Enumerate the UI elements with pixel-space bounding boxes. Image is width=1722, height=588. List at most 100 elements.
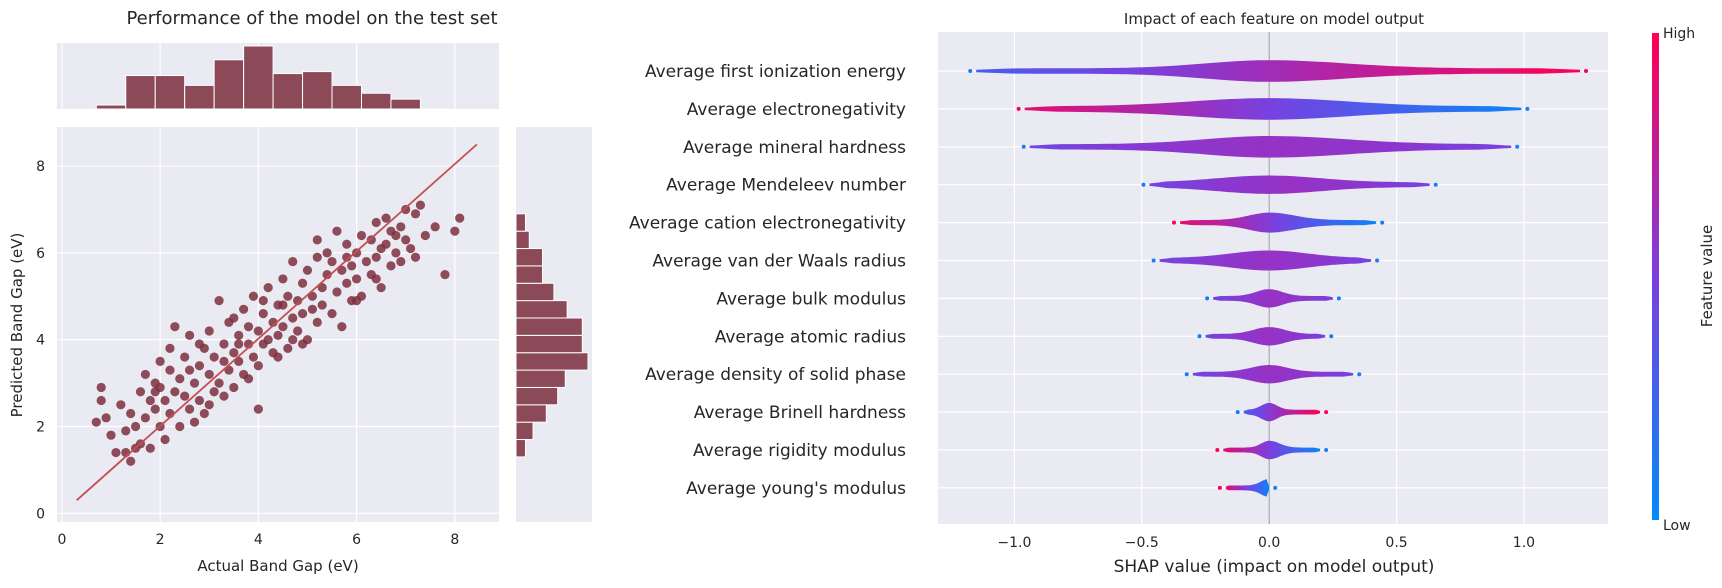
shap-x-tick-label: −0.5 (1125, 535, 1159, 551)
scatter-point (410, 209, 421, 219)
scatter-plot-area (57, 127, 499, 522)
scatter-point (239, 304, 249, 314)
shap-x-tick-label: 0.5 (1385, 535, 1407, 551)
scatter-point (175, 374, 185, 384)
shap-outlier-dot (1336, 296, 1341, 301)
top-histogram-bar (360, 92, 392, 110)
top-histogram-bar (272, 73, 304, 110)
top-histogram-bar (419, 108, 451, 111)
scatter-point (219, 339, 229, 349)
shap-feature-label: Average Brinell hardness (694, 403, 906, 423)
scatter-point (406, 243, 416, 254)
right-histogram-bar (515, 300, 568, 319)
shap-feature-label: Average young's modulus (686, 479, 906, 499)
shap-violin (976, 60, 1580, 82)
shap-outlier-dot (1151, 258, 1156, 263)
scatter-point (263, 283, 273, 293)
scatter-point (185, 365, 195, 375)
scatter-point (165, 365, 175, 375)
shap-feature-label: Average first ionization energy (645, 62, 906, 82)
scatter-point (204, 326, 214, 336)
top-histogram (95, 45, 451, 111)
scatter-point (317, 283, 327, 293)
shap-outlier-dot (1357, 372, 1362, 377)
scatter-point (199, 408, 209, 419)
shap-violin (1024, 98, 1522, 120)
fit-line-segment (76, 143, 478, 501)
scatter-point (185, 404, 195, 414)
shap-feature-label: Average Mendeleev number (666, 176, 906, 196)
top-histogram-bar (390, 98, 421, 110)
scatter-point (371, 217, 381, 228)
scatter-point (170, 322, 180, 332)
scatter-point (332, 287, 342, 297)
scatter-point (381, 239, 391, 249)
scatter-point (297, 278, 308, 288)
scatter-point (145, 395, 155, 406)
shap-violins (968, 60, 1588, 497)
right-histogram-bar (515, 352, 589, 371)
scatter-point (273, 352, 283, 362)
scatter-point (204, 369, 214, 380)
scatter-point (165, 343, 175, 353)
scatter-point (111, 447, 121, 458)
right-histogram-bar (515, 439, 526, 458)
scatter-point (307, 291, 317, 301)
scatter-x-tick-label: 0 (57, 532, 66, 548)
scatter-point (194, 395, 205, 406)
shap-x-tick-label: −1.0 (997, 535, 1031, 551)
scatter-point (145, 443, 155, 453)
scatter-point (229, 348, 239, 358)
shap-violin (1213, 289, 1333, 308)
scatter-point (194, 339, 205, 349)
scatter-point (180, 391, 190, 401)
scatter-point (332, 226, 342, 236)
right-histogram-bar (515, 369, 566, 388)
shap-feature-label: Average atomic radius (715, 327, 906, 347)
scatter-point (283, 291, 293, 301)
shap-outlier-dot (1205, 296, 1210, 301)
shap-feature-label: Average density of solid phase (645, 365, 906, 385)
shap-x-tick-label: 0.0 (1258, 535, 1280, 551)
scatter-point (243, 374, 254, 384)
scatter-point (401, 235, 411, 245)
shap-outlier-dot (1273, 485, 1278, 490)
top-histogram-bar (331, 84, 362, 110)
scatter-point (135, 387, 146, 397)
scatter-point (214, 378, 224, 388)
scatter-y-label: Predicted Band Gap (eV) (8, 233, 26, 418)
shap-x-ticks: −1.0 −0.5 0.0 0.5 1.0 (997, 535, 1535, 551)
scatter-point (312, 252, 322, 262)
scatter-point (391, 248, 401, 258)
scatter-x-tick-label: 4 (254, 532, 263, 548)
scatter-point (180, 352, 190, 362)
right-histogram-bar (515, 230, 530, 250)
colorbar-low-label: Low (1663, 518, 1691, 534)
scatter-point (371, 274, 381, 284)
shap-outlier-dot (1324, 448, 1329, 452)
scatter-y-ticks: 0 2 4 6 8 (36, 159, 45, 522)
scatter-point (351, 274, 362, 284)
scatter-point (376, 283, 386, 293)
scatter-point (175, 421, 185, 432)
scatter-y-tick-label: 6 (36, 246, 45, 262)
right-histogram-bar (515, 404, 547, 423)
scatter-x-tick-label: 8 (450, 532, 459, 548)
scatter-point (234, 330, 244, 340)
shap-feature-label: Average mineral hardness (683, 138, 906, 158)
scatter-point (263, 335, 273, 345)
scatter-point (278, 322, 288, 332)
scatter-point (342, 252, 352, 262)
shap-violin (1223, 440, 1321, 460)
scatter-y-tick-label: 8 (36, 159, 45, 175)
scatter-point (96, 382, 106, 393)
scatter-point (106, 430, 116, 440)
shap-violin (1180, 212, 1377, 233)
scatter-point (126, 456, 136, 466)
shap-violin (1149, 175, 1430, 194)
scatter-point (278, 300, 288, 310)
scatter-point (381, 213, 391, 223)
top-histogram-bar (243, 45, 274, 110)
shap-violin (1205, 327, 1326, 346)
